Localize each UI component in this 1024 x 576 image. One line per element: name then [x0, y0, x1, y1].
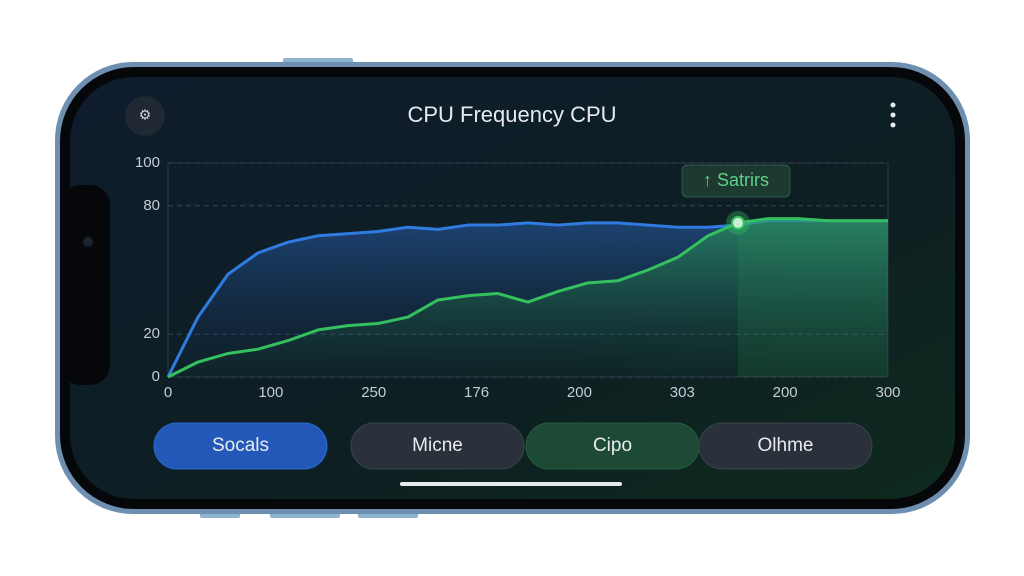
tab[interactable]: [153, 422, 328, 470]
y-tick-label: 80: [143, 197, 160, 214]
title: CPU Frequency CPU: [407, 102, 616, 127]
menu-dot: [890, 112, 896, 118]
chart: 0 20 80 100 0 100 250 176 200 303 200 300: [135, 154, 901, 401]
menu-button[interactable]: [890, 102, 896, 128]
area: [168, 218, 888, 377]
highlight-point: [731, 215, 745, 230]
y-tick-label: 0: [152, 368, 160, 385]
x-tick-label: 300: [875, 384, 900, 401]
x-tick-label: 303: [670, 384, 695, 401]
notch: [60, 185, 110, 385]
camera: [83, 237, 93, 247]
y-tick-label: 100: [135, 154, 160, 171]
x-tick-label: 200: [773, 384, 798, 401]
x-tick-label: 200: [567, 384, 592, 401]
tab-label: Socals: [212, 435, 269, 456]
app-icon[interactable]: [125, 96, 165, 136]
x-tick-label: 0: [164, 384, 172, 401]
tab-label: Micne: [412, 435, 463, 456]
line: [167, 217, 888, 379]
tab-bar: Socals Micne Cipo Olhme: [153, 422, 873, 470]
menu-dot: [890, 122, 896, 128]
y-tick-label: 20: [143, 325, 160, 342]
x-tick-label: 100: [258, 384, 283, 401]
home-indicator: [400, 482, 622, 486]
tab-label: Cipo: [593, 435, 632, 456]
x-tick-label: 250: [361, 384, 386, 401]
icon-glyph: ⚙: [139, 107, 152, 123]
badge: [681, 164, 791, 198]
highlight-band: [738, 222, 888, 377]
badge-text: ↑ Satrirs: [703, 170, 769, 190]
tab[interactable]: [698, 422, 873, 470]
x-tick-label: 176: [464, 384, 489, 401]
tab[interactable]: [350, 422, 525, 470]
tab-label: Olhme: [758, 435, 814, 456]
menu-dot: [890, 102, 896, 108]
